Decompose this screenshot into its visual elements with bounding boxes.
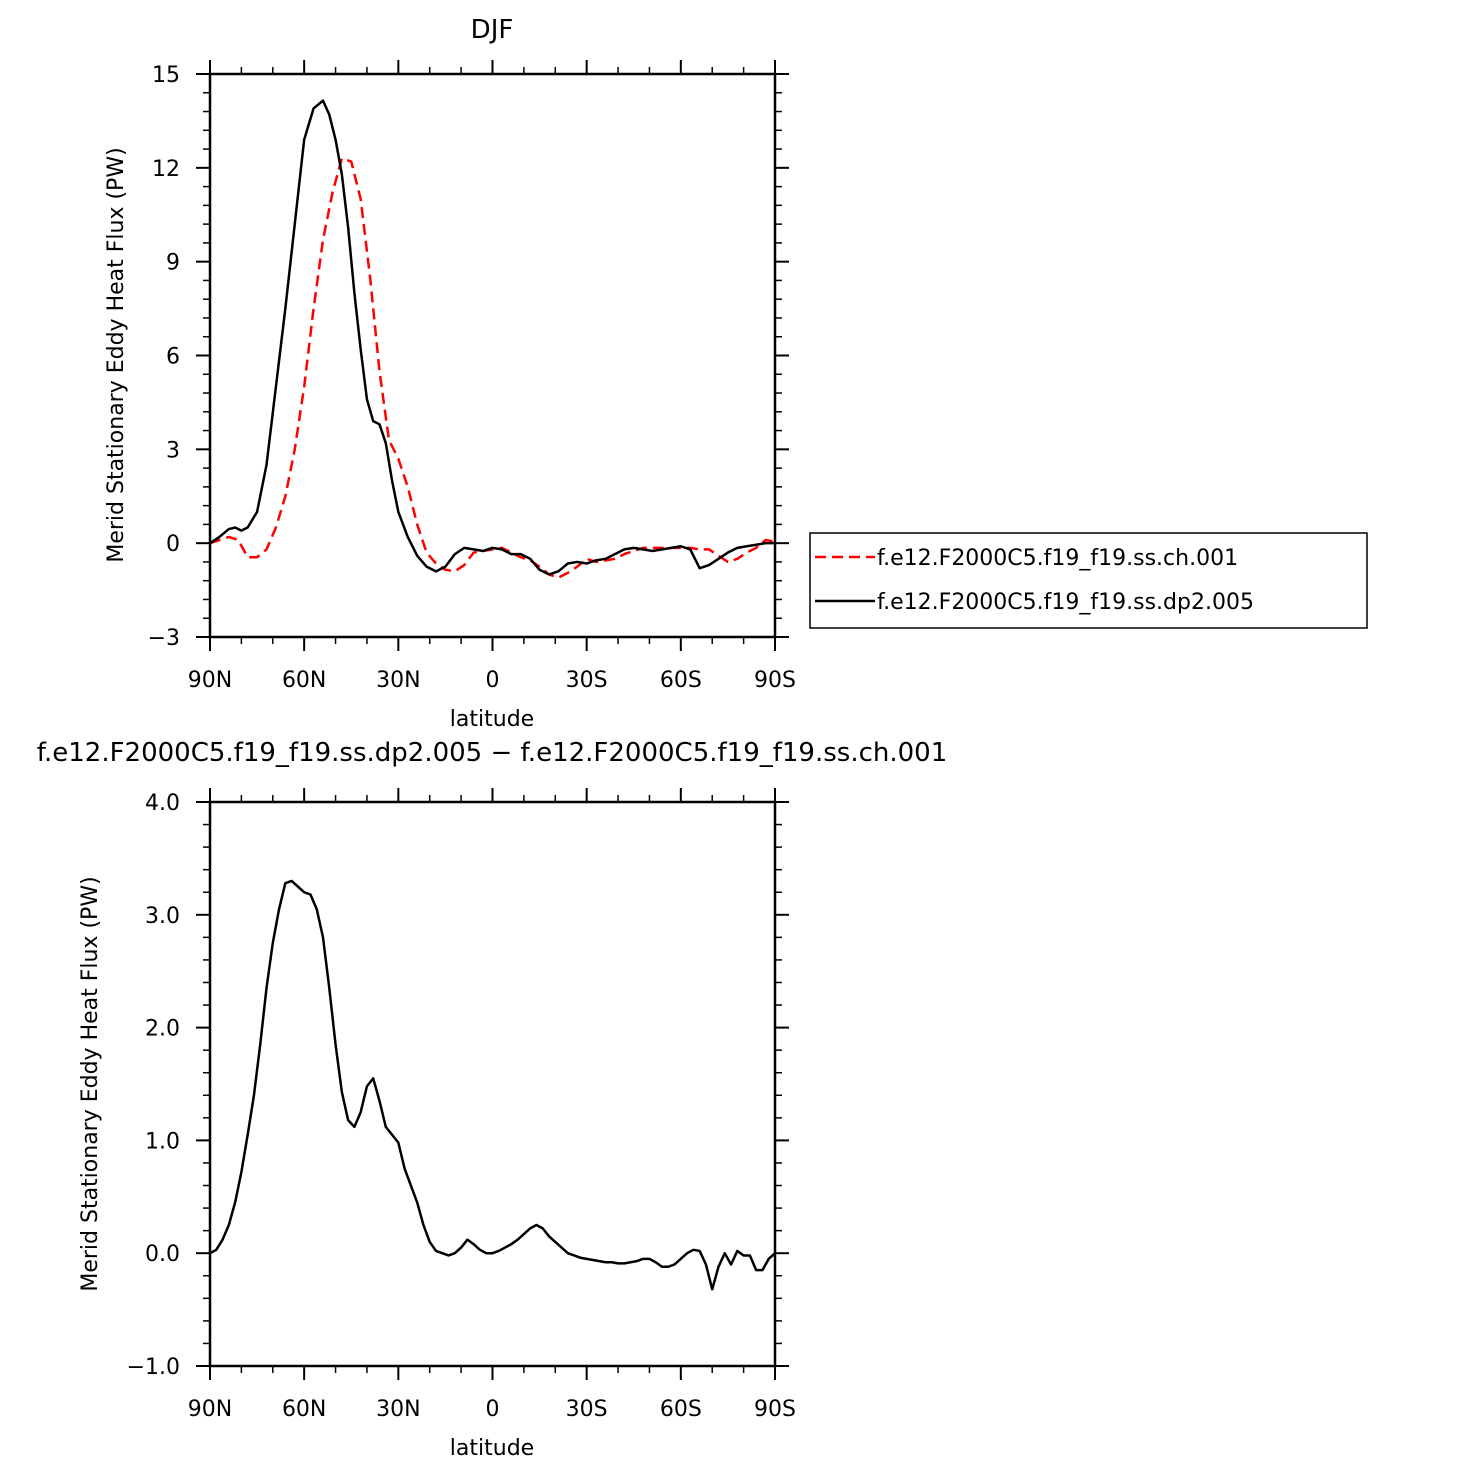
bottom-tick-marks: [196, 788, 789, 1380]
top-series-lines: [209, 99, 776, 579]
x-tick-label: 90N: [188, 1397, 232, 1422]
top-y-tick-labels: −3 0 3 6 9 12 15: [148, 63, 180, 651]
series-line-1: [209, 879, 776, 1291]
legend-label-dp2005: f.e12.F2000C5.f19_f19.ss.dp2.005: [877, 590, 1254, 615]
x-tick-label: 60S: [660, 1397, 702, 1422]
y-tick-label: 15: [152, 63, 180, 88]
x-tick-label: 30N: [376, 668, 420, 693]
bottom-y-tick-labels: −1.0 0.0 1.0 2.0 3.0 4.0: [127, 791, 180, 1380]
top-chart-title: DJF: [471, 15, 514, 45]
y-tick-label: 4.0: [145, 791, 180, 816]
y-tick-label: 9: [166, 251, 180, 276]
series-line-1: [209, 157, 776, 579]
y-tick-label: 0.0: [145, 1242, 180, 1267]
bottom-x-axis-label: latitude: [450, 1436, 534, 1461]
y-tick-label: −3: [148, 626, 180, 651]
bottom-plot-frame: [208, 800, 777, 1368]
y-tick-label: 3: [166, 438, 180, 463]
y-tick-label: 0: [166, 532, 180, 557]
top-x-axis-label: latitude: [450, 707, 534, 732]
top-plot-frame: [208, 72, 777, 639]
x-tick-label: 90S: [754, 668, 796, 693]
x-tick-label: 60S: [660, 668, 702, 693]
series-line-2: [209, 99, 775, 576]
y-tick-label: 1.0: [145, 1129, 180, 1154]
y-tick-label: 6: [166, 345, 180, 370]
x-tick-label: 30S: [566, 668, 608, 693]
top-panel: DJF 90N 60N 30N 0 30S 60S 90S −3 0 3 6 9 12 15 latit…: [104, 15, 1368, 732]
x-tick-label: 0: [486, 1397, 500, 1422]
legend-label-ch001: f.e12.F2000C5.f19_f19.ss.ch.001: [877, 546, 1238, 571]
top-x-tick-labels: 90N 60N 30N 0 30S 60S 90S: [188, 668, 796, 693]
y-tick-label: 12: [152, 157, 180, 182]
x-tick-label: 60N: [282, 1397, 326, 1422]
x-tick-label: 30S: [566, 1397, 608, 1422]
bottom-panel: f.e12.F2000C5.f19_f19.ss.dp2.005 − f.e12…: [37, 738, 948, 1461]
top-y-axis-label: Merid Stationary Eddy Heat Flux (PW): [104, 147, 129, 562]
x-tick-label: 90N: [188, 668, 232, 693]
bottom-y-axis-label: Merid Stationary Eddy Heat Flux (PW): [78, 876, 103, 1291]
x-tick-label: 0: [486, 668, 500, 693]
bottom-series-lines: [209, 879, 776, 1291]
x-tick-label: 30N: [376, 1397, 420, 1422]
bottom-x-tick-labels: 90N 60N 30N 0 30S 60S 90S: [188, 1397, 796, 1422]
y-tick-label: 3.0: [145, 904, 180, 929]
legend-box: [809, 532, 1368, 629]
bottom-chart-title: f.e12.F2000C5.f19_f19.ss.dp2.005 − f.e12…: [37, 738, 948, 768]
x-tick-label: 60N: [282, 668, 326, 693]
legend: f.e12.F2000C5.f19_f19.ss.ch.001 f.e12.F2…: [809, 532, 1368, 629]
y-tick-label: −1.0: [127, 1355, 180, 1380]
y-tick-label: 2.0: [145, 1017, 180, 1042]
top-tick-marks: [196, 60, 789, 651]
x-tick-label: 90S: [754, 1397, 796, 1422]
